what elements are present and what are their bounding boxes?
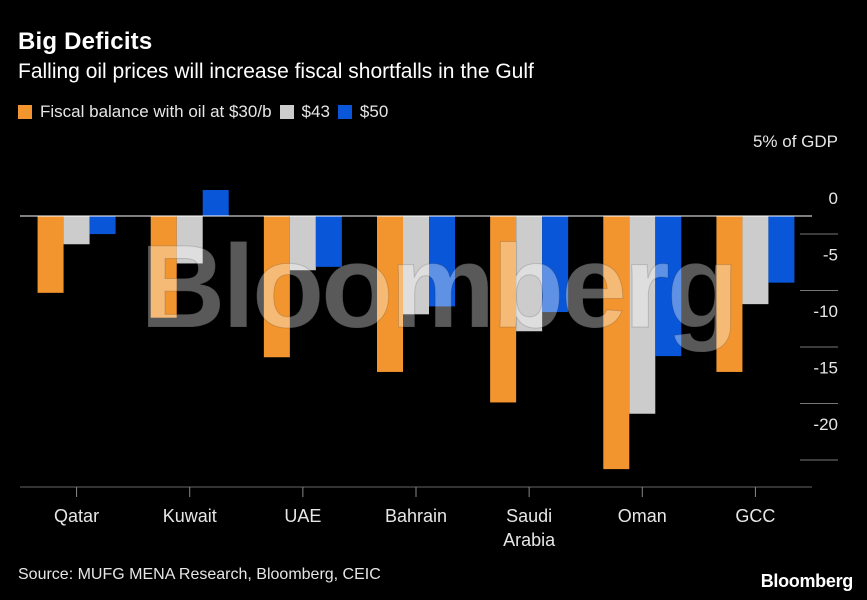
y-tick-label: 0 (829, 189, 838, 208)
bar-qatar-series-2 (89, 216, 116, 235)
x-tick-label: Arabia (503, 530, 556, 550)
legend-label-30: Fiscal balance with oil at $30/b (40, 102, 272, 121)
bar-saudi-arabia-series-1 (516, 216, 543, 332)
bar-qatar-series-1 (63, 216, 90, 245)
x-tick-label: Bahrain (385, 506, 447, 526)
bars-group (37, 190, 795, 470)
brand-logo: Bloomberg (760, 571, 854, 591)
bar-bahrain-series-2 (429, 216, 455, 307)
bar-oman-series-2 (655, 216, 682, 357)
y-tick-label: -20 (813, 415, 838, 434)
chart-title: Big Deficits (18, 28, 153, 55)
bar-uae-series-1 (289, 216, 316, 271)
legend-label-50: $50 (359, 102, 389, 121)
y-tick-label: -15 (813, 359, 838, 378)
x-tick-label: Saudi (506, 506, 552, 526)
y-tick-label: -5 (823, 246, 838, 265)
legend-swatch-43 (279, 105, 294, 119)
bar-gcc-series-0 (716, 216, 743, 372)
bar-oman-series-0 (603, 216, 630, 470)
legend-item-43: $43 (279, 102, 330, 122)
bar-kuwait-series-1 (176, 216, 203, 264)
bar-bahrain-series-1 (403, 216, 429, 315)
legend: Fiscal balance with oil at $30/b $43 $50 (18, 102, 396, 122)
source-note: Source: MUFG MENA Research, Bloomberg, C… (18, 566, 381, 583)
bar-uae-series-2 (315, 216, 342, 267)
x-axis-ticks: Qatar Kuwait UAE Bahrain Saudi Arabia Oman GCC (54, 487, 775, 550)
legend-item-50: $50 (337, 102, 389, 122)
chart-subtitle: Falling oil prices will increase fiscal … (18, 60, 534, 83)
watermark: Bloomberg (140, 221, 736, 353)
bar-uae-series-0 (263, 216, 290, 358)
bar-kuwait-series-2 (202, 190, 229, 216)
bar-bahrain-series-0 (377, 216, 403, 372)
bar-gcc-series-1 (742, 216, 769, 305)
legend-swatch-30 (18, 105, 32, 119)
legend-swatch-50 (337, 105, 352, 119)
bar-saudi-arabia-series-0 (490, 216, 517, 403)
y-tick-label: -10 (813, 302, 838, 321)
x-tick-label: Oman (618, 506, 667, 526)
x-tick-label: UAE (284, 506, 321, 526)
x-tick-label: Kuwait (163, 506, 217, 526)
bar-gcc-series-2 (768, 216, 795, 283)
x-tick-label: GCC (735, 506, 775, 526)
bar-qatar-series-0 (37, 216, 64, 293)
bar-kuwait-series-0 (150, 216, 177, 318)
legend-label-43: $43 (301, 102, 330, 121)
y-axis: 5% of GDP 0 -5 -10 -15 -20 (753, 132, 838, 461)
y-axis-unit-label: 5% of GDP (753, 132, 838, 151)
legend-item-30: Fiscal balance with oil at $30/b (18, 102, 272, 122)
bar-saudi-arabia-series-2 (542, 216, 569, 313)
bar-oman-series-1 (629, 216, 656, 414)
x-tick-label: Qatar (54, 506, 99, 526)
